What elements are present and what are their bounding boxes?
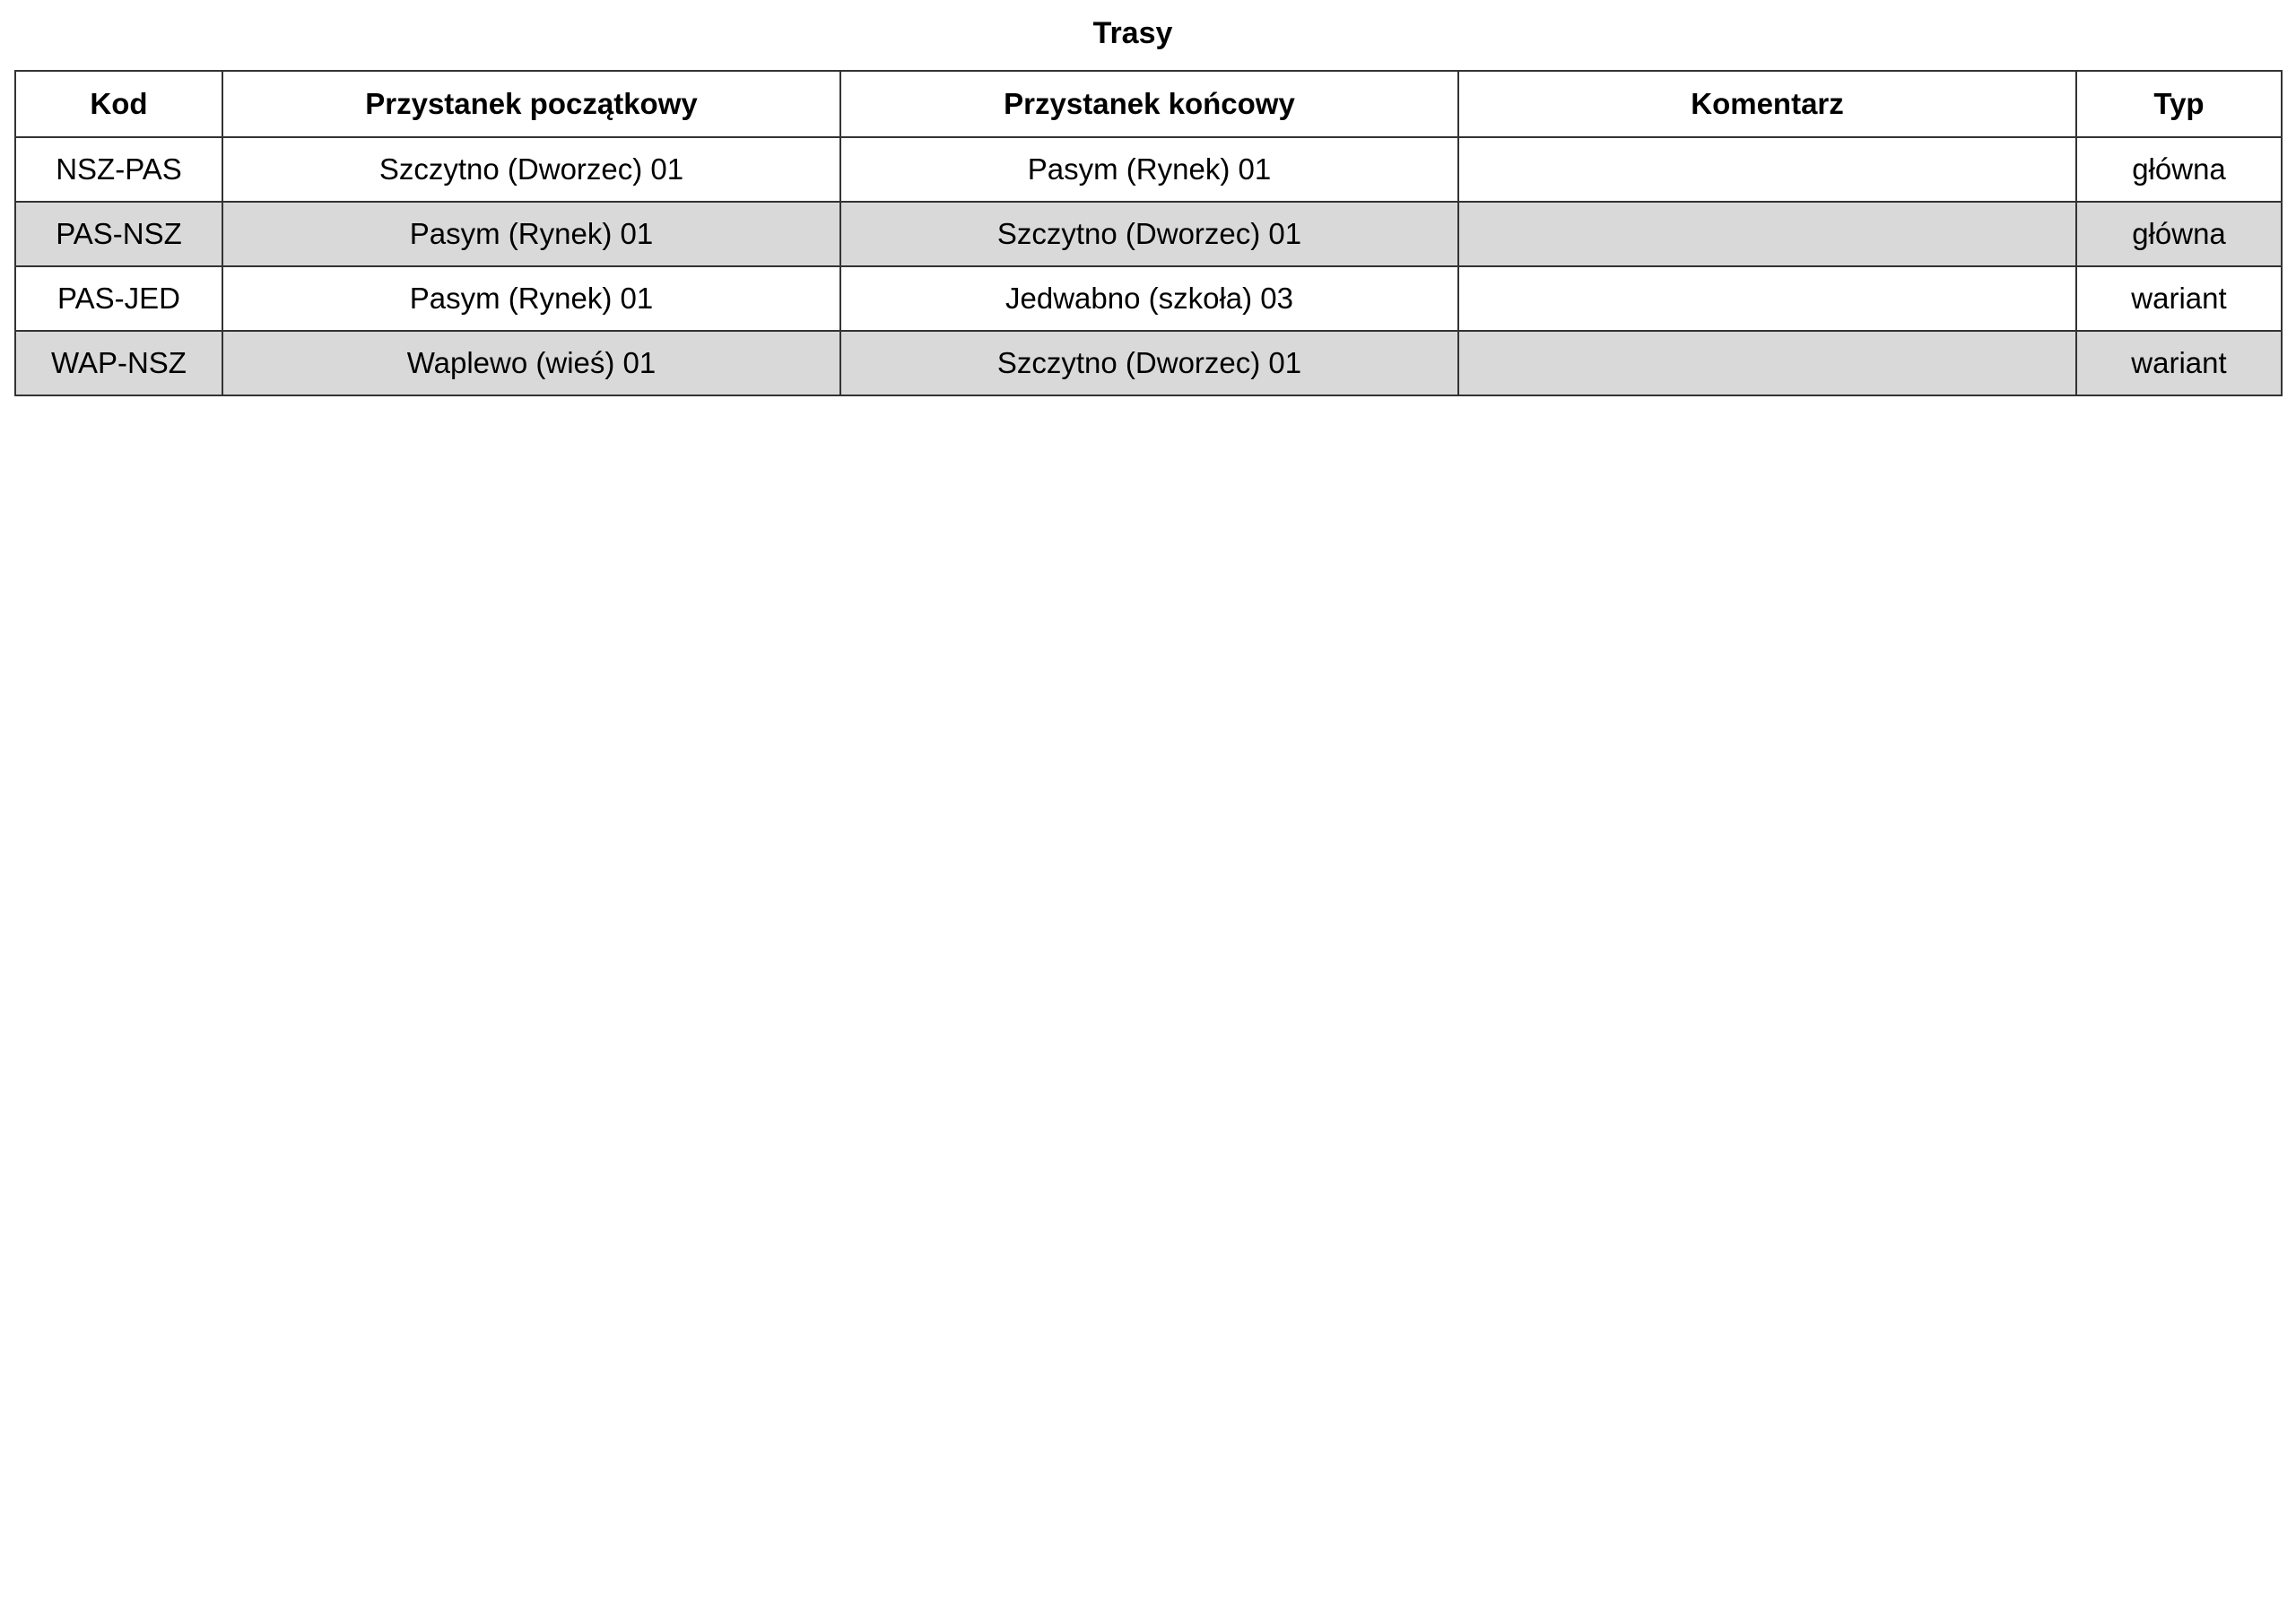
table-row: NSZ-PAS Szczytno (Dworzec) 01 Pasym (Rynek… <box>14 136 2283 203</box>
cell-start-stop: Szczytno (Dworzec) 01 <box>222 136 841 203</box>
cell-kod: WAP-NSZ <box>14 330 223 396</box>
table-row: WAP-NSZ Waplewo (wieś) 01 Szczytno (Dworze… <box>14 330 2283 396</box>
header-type: Typ <box>2075 70 2283 138</box>
cell-kod: NSZ-PAS <box>14 136 223 203</box>
cell-end-stop: Pasym (Rynek) 01 <box>839 136 1459 203</box>
cell-type: wariant <box>2075 330 2283 396</box>
cell-start-stop: Pasym (Rynek) 01 <box>222 201 841 267</box>
cell-type: główna <box>2075 201 2283 267</box>
table-row: PAS-NSZ Pasym (Rynek) 01 Szczytno (Dworzec… <box>14 201 2283 267</box>
header-kod: Kod <box>14 70 223 138</box>
cell-kod: PAS-NSZ <box>14 201 223 267</box>
cell-end-stop: Szczytno (Dworzec) 01 <box>839 201 1459 267</box>
cell-comment <box>1457 330 2077 396</box>
table-header-row: Kod Przystanek początkowy Przystanek koń… <box>14 70 2283 138</box>
cell-comment <box>1457 201 2077 267</box>
table-row: PAS-JED Pasym (Rynek) 01 Jedwabno (szkoła)… <box>14 265 2283 332</box>
routes-table: Kod Przystanek początkowy Przystanek koń… <box>14 70 2283 396</box>
cell-end-stop: Jedwabno (szkoła) 03 <box>839 265 1459 332</box>
header-end-stop: Przystanek końcowy <box>839 70 1459 138</box>
cell-type: wariant <box>2075 265 2283 332</box>
cell-kod: PAS-JED <box>14 265 223 332</box>
cell-comment <box>1457 136 2077 203</box>
cell-type: główna <box>2075 136 2283 203</box>
header-start-stop: Przystanek początkowy <box>222 70 841 138</box>
page-title: Trasy <box>1092 16 1173 50</box>
cell-end-stop: Szczytno (Dworzec) 01 <box>839 330 1459 396</box>
cell-comment <box>1457 265 2077 332</box>
cell-start-stop: Pasym (Rynek) 01 <box>222 265 841 332</box>
cell-start-stop: Waplewo (wieś) 01 <box>222 330 841 396</box>
header-comment: Komentarz <box>1457 70 2077 138</box>
